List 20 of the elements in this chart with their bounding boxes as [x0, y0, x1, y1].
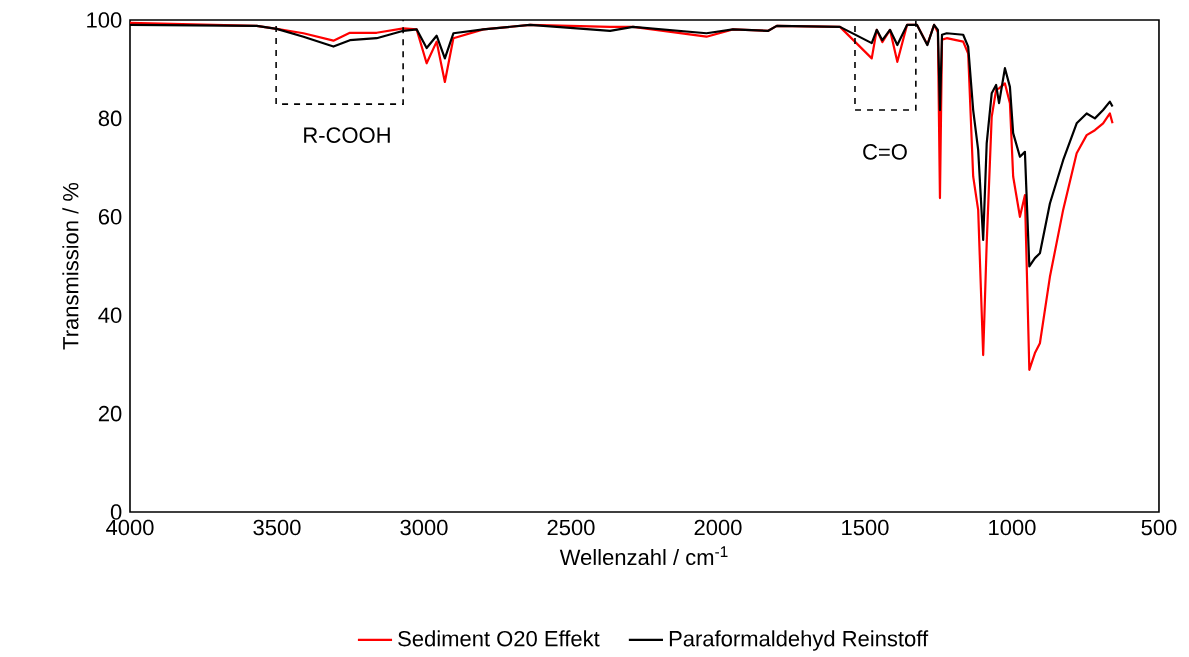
y-tick-label: 40 — [98, 307, 122, 323]
y-tick-label: 100 — [87, 12, 122, 28]
x-tick-label: 3500 — [253, 519, 301, 536]
legend-label: Paraformaldehyd Reinstoff — [669, 630, 929, 651]
x-tick-label: 2000 — [694, 519, 742, 536]
x-tick-label: 1000 — [989, 519, 1036, 536]
y-tick-label: 0 — [110, 504, 122, 520]
x-axis-title: Wellenzahl / cm$^{-1}$ — [559, 546, 728, 566]
y-tick-label: 60 — [98, 209, 122, 225]
x-tick-label: 2500 — [547, 519, 595, 536]
y-tick-label: 80 — [98, 110, 122, 127]
annotation: R-COOH — [304, 127, 390, 143]
x-tick-label: 3000 — [400, 519, 448, 536]
x-tick-label: 1500 — [842, 519, 889, 536]
x-tick-label: 500 — [1141, 519, 1177, 536]
legend-label: Sediment O20 Effekt — [398, 630, 600, 647]
y-tick-label: 20 — [98, 405, 122, 422]
x-tick-label: 4000 — [106, 519, 154, 536]
y-axis-title: Transmission / % — [62, 182, 79, 350]
annotation: C=O — [863, 144, 907, 160]
